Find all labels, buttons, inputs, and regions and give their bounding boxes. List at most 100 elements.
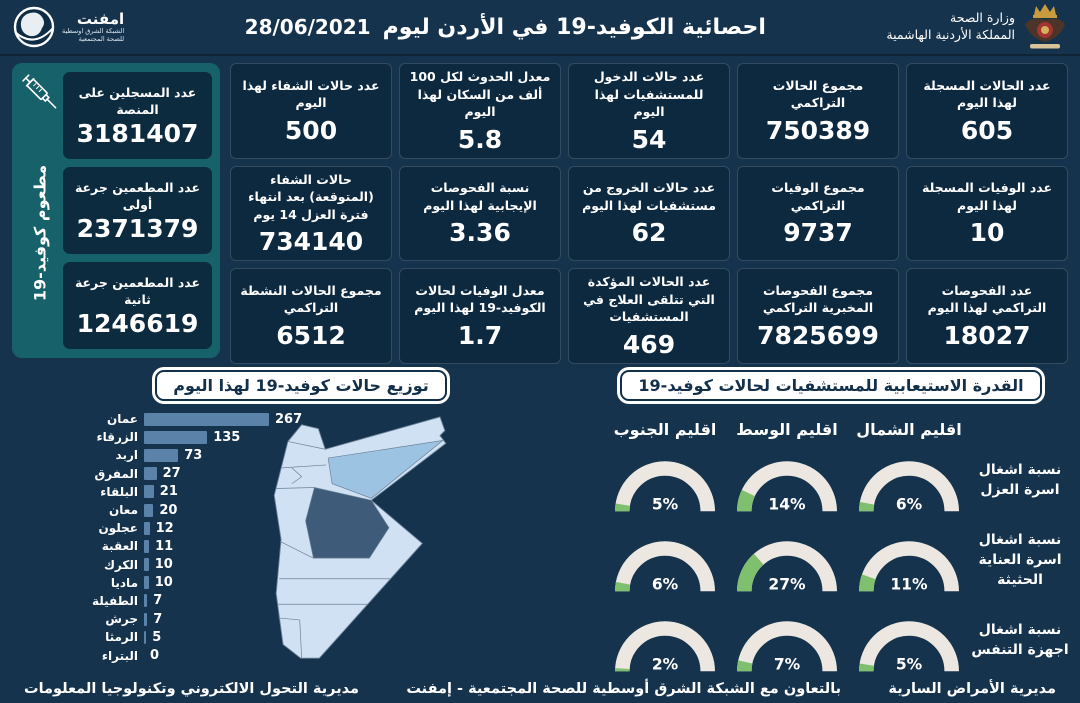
gauge: 6%	[606, 521, 724, 599]
gauge-arc: 5%	[859, 621, 959, 673]
bar-row: الزرقاء 135	[84, 428, 302, 446]
vaccine-box-label: عدد المسجلين على المنصة	[78, 84, 197, 118]
gauge-row-label: نسبة اشغال اجهزة التنفس	[971, 621, 1069, 658]
bar-value: 21	[159, 484, 178, 500]
bar	[144, 630, 147, 644]
gauge: 5%	[606, 441, 724, 519]
stat-value: 6512	[276, 320, 346, 350]
gauge-value: 6%	[896, 495, 923, 513]
stat-label: عدد حالات الدخول للمستشفيات لهذا اليوم	[593, 69, 705, 119]
stat-label: نسبة الفحوصات الإيجابية لهذا اليوم	[423, 180, 537, 213]
stat-label: معدل الحدوث لكل 100 ألف من السكان لهذا ا…	[409, 69, 551, 119]
bar-value: 267	[275, 411, 303, 427]
vaccine-box: عدد المسجلين على المنصة 3181407	[63, 72, 212, 159]
bar	[144, 594, 148, 608]
footer-right: مديرية الأمراض السارية	[888, 681, 1056, 697]
bar-label: العقبة	[101, 539, 138, 554]
bar-value: 10	[154, 557, 173, 573]
stat-label: عدد الفحوصات التراكمي لهذا اليوم	[927, 282, 1047, 316]
gauge-arc: 6%	[859, 461, 959, 513]
vaccination-side-label: مطعوم كوفيد-19	[30, 164, 50, 301]
bar-label: المفرق	[94, 466, 139, 481]
bar-row: عجلون 12	[84, 519, 302, 537]
gauge: 5%	[850, 601, 968, 679]
bar-row: البلقاء 21	[84, 483, 302, 501]
vaccination-side-strip: مطعوم كوفيد-19	[20, 72, 60, 349]
bar-value: 7	[153, 593, 163, 609]
vaccine-box-label: عدد المطعمين جرعة ثانية	[74, 274, 201, 308]
gauge: 11%	[850, 521, 968, 599]
gauge-arc: 6%	[615, 541, 715, 593]
stat-value: 62	[631, 218, 667, 248]
report-date: 28/06/2021	[244, 14, 371, 39]
gauge-value: 6%	[652, 575, 679, 593]
footer: مديرية الأمراض السارية بالتعاون مع الشبك…	[0, 677, 1080, 701]
page-title: احصائية الكوفيد-19 في الأردن ليوم 28/06/…	[134, 15, 876, 40]
bar	[144, 521, 150, 535]
bar-value: 10	[154, 575, 173, 591]
stat-label: معدل الوفيات لحالات الكوفيد-19 لهذا اليو…	[414, 282, 546, 316]
bar	[144, 576, 149, 590]
bar-value: 5	[152, 629, 162, 645]
stat-label: مجموع الفحوصات المخبرية التراكمي	[762, 282, 874, 316]
ministry-block: وزارة الصحة المملكة الأردنية الهاشمية	[886, 2, 1068, 52]
bar	[144, 430, 208, 444]
bar-row: ماديا 10	[84, 574, 302, 592]
stat-value: 54	[631, 124, 667, 154]
stat-box: مجموع الحالات التراكمي 750389	[737, 63, 899, 159]
bar-label: الكرك	[103, 557, 138, 572]
emphnet-name: امفنت	[76, 10, 125, 29]
bar	[144, 448, 179, 462]
bar-row: عمان 267	[84, 410, 302, 428]
bar	[144, 485, 154, 499]
stat-value: 750389	[765, 115, 871, 145]
bar-label: ماديا	[110, 575, 138, 590]
bar-row: معان 20	[84, 501, 302, 519]
gauge-value: 2%	[652, 655, 679, 673]
gauge: 7%	[728, 601, 846, 679]
ministry-line2: المملكة الأردنية الهاشمية	[886, 27, 1015, 42]
hospital-capacity-panel: القدرة الاستيعابية للمستشفيات لحالات كوف…	[592, 362, 1070, 677]
bar-value: 0	[150, 648, 160, 664]
gauge: 14%	[728, 441, 846, 519]
stat-value: 7825699	[757, 320, 879, 350]
stat-value: 1.7	[457, 320, 503, 350]
stat-value: 10	[969, 218, 1005, 248]
emphnet-logo-icon	[13, 6, 55, 48]
stat-box: عدد الفحوصات التراكمي لهذا اليوم 18027	[906, 268, 1068, 364]
bar-value: 20	[159, 502, 178, 518]
stat-box: عدد الحالات المسجلة لهذا اليوم 605	[906, 63, 1068, 159]
stat-box: مجموع الحالات النشطة التراكمي 6512	[230, 268, 392, 364]
gauge-value: 14%	[768, 495, 806, 513]
stat-value: 605	[960, 115, 1014, 145]
header: وزارة الصحة المملكة الأردنية الهاشمية اح…	[0, 0, 1080, 56]
stat-box: نسبة الفحوصات الإيجابية لهذا اليوم 3.36	[399, 165, 561, 261]
stat-value: 3.36	[449, 218, 511, 248]
gauge: 2%	[606, 601, 724, 679]
bar-value: 135	[213, 429, 241, 445]
vaccine-box-value: 2371379	[76, 213, 199, 243]
vaccine-box: عدد المطعمين جرعة أولى 2371379	[63, 167, 212, 254]
gauge-row-label: نسبة اشغال اسرة العزل	[978, 461, 1062, 498]
gauge-value: 11%	[890, 575, 928, 593]
stats-grid: عدد الحالات المسجلة لهذا اليوم 605 مجموع ا…	[230, 63, 1068, 364]
vaccine-box: عدد المطعمين جرعة ثانية 1246619	[63, 262, 212, 349]
stat-box: عدد حالات الدخول للمستشفيات لهذا اليوم 54	[568, 63, 730, 159]
stat-label: مجموع الوفيات التراكمي	[771, 180, 865, 213]
bar-label: معان	[109, 503, 138, 518]
stat-label: عدد حالات الشفاء لهذا اليوم	[242, 77, 380, 111]
stat-label: حالات الشفاء (المتوقعة) بعد انتهاء فترة …	[248, 171, 374, 222]
emphnet-block: امفنت الشبكة الشرق اوسطية للصحة المجتمعي…	[12, 5, 124, 49]
page-title-text: احصائية الكوفيد-19 في الأردن ليوم	[382, 14, 766, 40]
jordan-map	[216, 412, 456, 671]
gauges-title: القدرة الاستيعابية للمستشفيات لحالات كوف…	[620, 370, 1042, 401]
stat-label: مجموع الحالات التراكمي	[772, 77, 864, 111]
bar	[144, 558, 149, 572]
bar-label: عجلون	[98, 521, 138, 536]
stat-label: عدد الوفيات المسجلة لهذا اليوم	[921, 180, 1052, 213]
gauge-arc: 5%	[615, 461, 715, 513]
stat-value: 500	[284, 115, 338, 145]
vaccine-box-label: عدد المطعمين جرعة أولى	[74, 179, 201, 213]
bar	[144, 412, 269, 426]
bar-label: اربد	[115, 448, 138, 463]
